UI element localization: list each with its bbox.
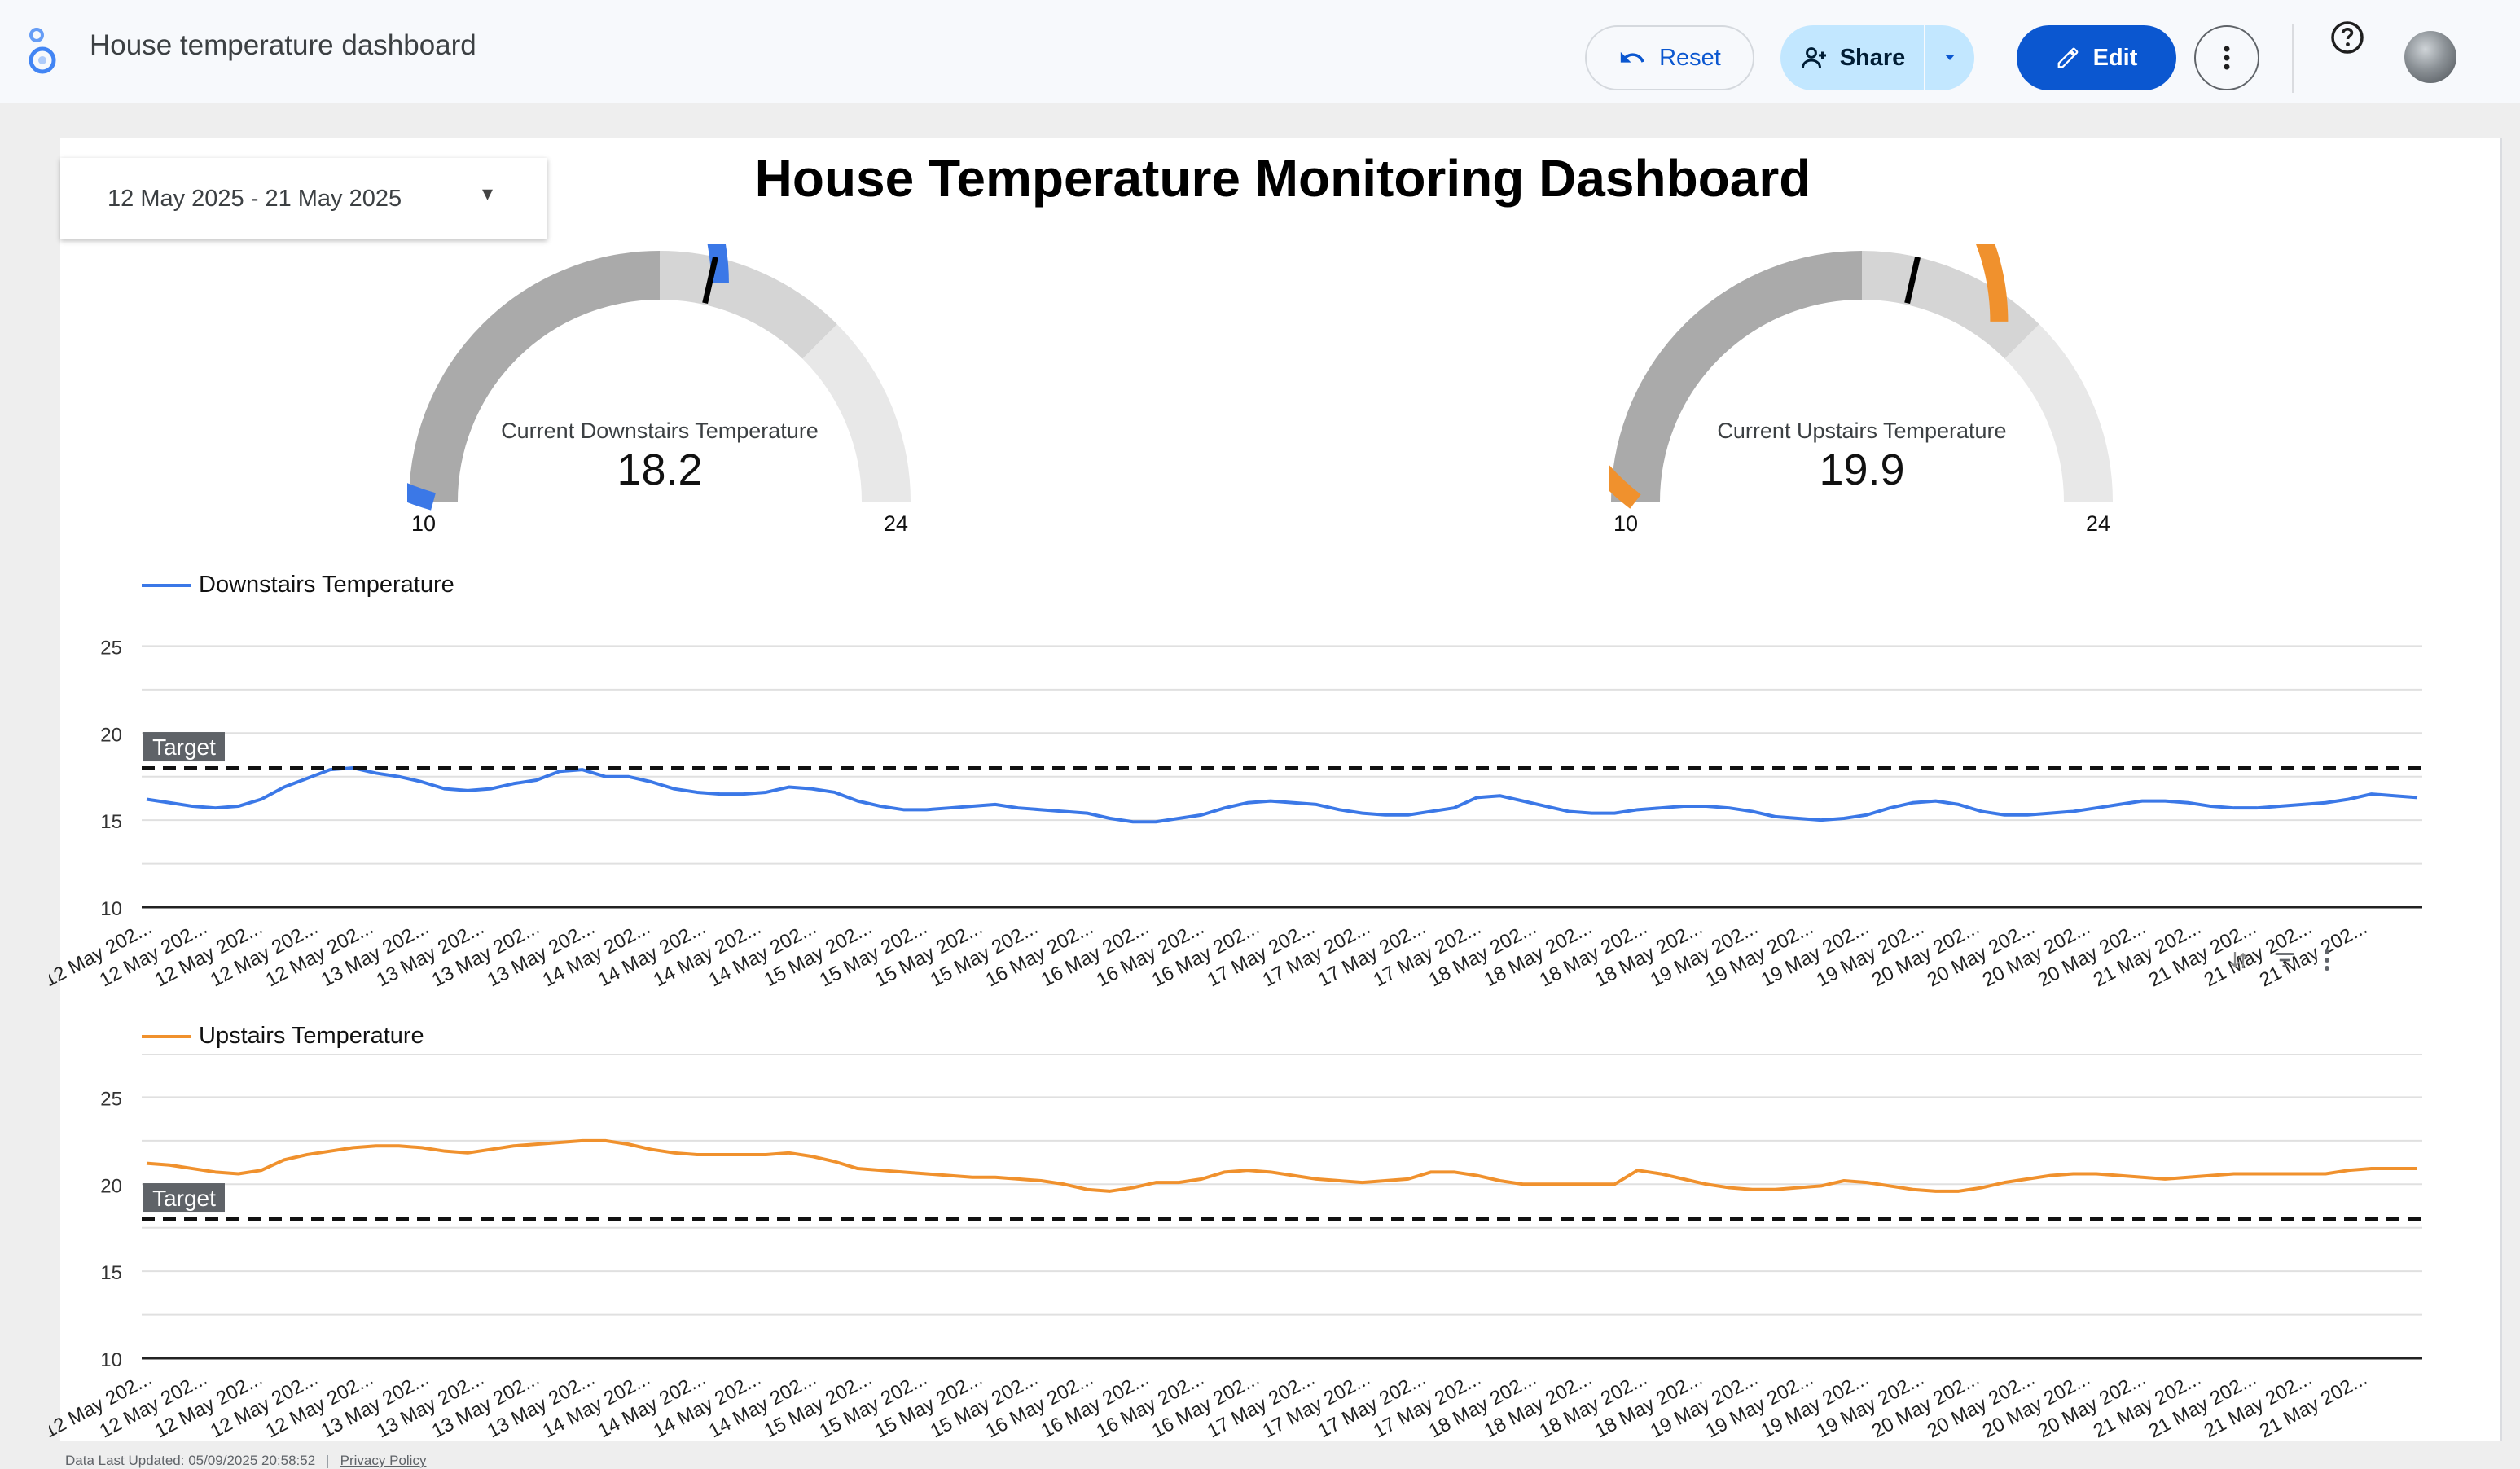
- edit-button[interactable]: Edit: [2017, 25, 2176, 90]
- looker-studio-logo-icon[interactable]: [23, 24, 65, 77]
- pencil-icon: [2056, 46, 2080, 70]
- help-icon[interactable]: [2329, 20, 2365, 55]
- target-label-box: [143, 732, 225, 762]
- footer-divider: [327, 1454, 328, 1468]
- dashboard-title: House Temperature Monitoring Dashboard: [754, 149, 1811, 208]
- y-tick-label: 20: [100, 1175, 122, 1197]
- share-options-button[interactable]: [1925, 25, 1974, 90]
- y-tick-label: 20: [100, 724, 122, 746]
- gauge-band-2: [2004, 324, 2113, 502]
- date-range-control[interactable]: 12 May 2025 - 21 May 2025 ▾: [60, 158, 547, 239]
- target-label: Target: [152, 1186, 216, 1211]
- gauge-value: 18.2: [617, 445, 703, 494]
- gauge-label: Current Downstairs Temperature: [501, 419, 819, 443]
- legend-label: Upstairs Temperature: [199, 1023, 424, 1049]
- gauge-band-0: [1611, 251, 1863, 502]
- chart-legend[interactable]: Downstairs Temperature: [142, 572, 454, 599]
- edit-label: Edit: [2092, 44, 2138, 71]
- gauge-max-label: 24: [2086, 511, 2111, 536]
- y-tick-label: 15: [100, 1262, 122, 1284]
- target-label-box: [143, 1183, 225, 1213]
- reset-button[interactable]: Reset: [1585, 25, 1754, 90]
- date-range-text: 12 May 2025 - 21 May 2025: [108, 186, 402, 212]
- share-label: Share: [1839, 44, 1906, 71]
- gauge-band-0: [409, 251, 661, 502]
- gauge-band-2: [801, 324, 911, 502]
- app-header: House temperature dashboard Reset Share …: [0, 0, 2520, 103]
- chart-toolbar: [2227, 948, 2331, 972]
- y-tick-label: 25: [100, 1088, 122, 1110]
- gauge-max-label: 24: [884, 511, 909, 536]
- y-tick-label: 25: [100, 637, 122, 659]
- report-name[interactable]: House temperature dashboard: [90, 29, 476, 61]
- avatar[interactable]: [2404, 31, 2456, 83]
- privacy-policy-link[interactable]: Privacy Policy: [340, 1453, 427, 1468]
- y-tick-label: 10: [100, 898, 122, 920]
- legend-swatch: [142, 1034, 191, 1038]
- more-options-button[interactable]: [2194, 25, 2259, 90]
- downstairs-gauge[interactable]: [407, 244, 929, 513]
- gauge-value: 19.9: [1819, 445, 1905, 494]
- more-vert-icon[interactable]: [2323, 948, 2331, 972]
- gauge-label: Current Upstairs Temperature: [1717, 419, 2007, 443]
- gauge-band-1: [1861, 251, 2039, 360]
- legend-swatch: [142, 583, 191, 587]
- gauge-target-marker: [702, 256, 718, 305]
- chart-legend[interactable]: Upstairs Temperature: [142, 1023, 424, 1050]
- target-label: Target: [152, 734, 216, 760]
- last-updated-text: Data Last Updated: 05/09/2025 20:58:52: [65, 1453, 316, 1468]
- legend-label: Downstairs Temperature: [199, 572, 454, 598]
- caret-down-icon: ▾: [482, 181, 494, 205]
- gauge-min-label: 10: [1613, 511, 1639, 536]
- series-line[interactable]: [146, 1138, 2417, 1193]
- gauge-target-marker: [1904, 256, 1921, 305]
- upstairs-gauge[interactable]: [1609, 244, 2131, 513]
- caret-down-icon: [1945, 55, 1955, 60]
- gauge-band-1: [659, 251, 837, 360]
- gauge-min-label: 10: [411, 511, 437, 536]
- person-add-icon: [1799, 43, 1829, 72]
- y-tick-label: 10: [100, 1349, 122, 1371]
- reset-label: Reset: [1659, 44, 1721, 71]
- more-vert-icon: [2224, 46, 2230, 70]
- undo-icon: [1618, 44, 1646, 72]
- share-button[interactable]: Share: [1780, 25, 1924, 90]
- toolbar-divider: [2292, 24, 2294, 93]
- report-footer: Data Last Updated: 05/09/2025 20:58:52 P…: [65, 1453, 426, 1469]
- filter-icon[interactable]: [2271, 948, 2298, 972]
- y-tick-label: 15: [100, 811, 122, 833]
- series-line[interactable]: [146, 766, 2418, 824]
- sort-icon[interactable]: [2227, 948, 2251, 972]
